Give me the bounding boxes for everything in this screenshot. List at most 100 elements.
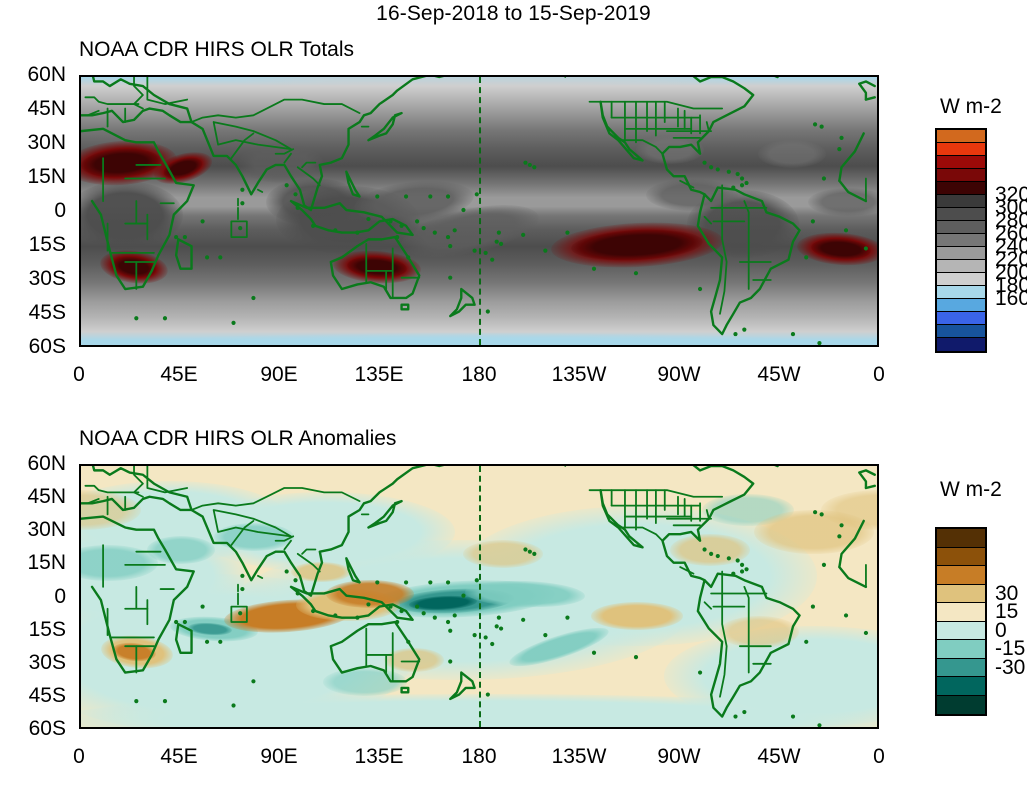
island-marker [523, 547, 528, 552]
y-tick-minor [79, 297, 81, 299]
y-tick [79, 280, 81, 282]
y-tick [877, 465, 879, 467]
x-tick [580, 727, 582, 729]
olr-feature [758, 140, 827, 169]
x-axis-label: 90W [657, 745, 701, 768]
island-marker [293, 192, 298, 197]
island-marker [238, 611, 243, 616]
olr-feature [221, 77, 741, 89]
island-marker [490, 641, 495, 647]
coastline-path [289, 199, 414, 237]
coastline-path [838, 132, 865, 182]
colorbar-anomalies [935, 527, 987, 716]
y-tick-minor [79, 263, 81, 265]
colorbar-tick-label: -30 [995, 655, 1026, 679]
island-marker [715, 167, 720, 172]
map-totals[interactable] [79, 75, 879, 347]
island-marker [231, 703, 236, 708]
map-anomalies[interactable] [79, 464, 879, 729]
coastline-path [230, 220, 248, 238]
island-marker [399, 608, 404, 614]
island-marker [543, 633, 548, 638]
island-marker [790, 714, 796, 719]
island-marker [709, 551, 714, 556]
coastline-path [133, 77, 144, 110]
y-tick-minor [877, 297, 879, 299]
colorbar-swatch [937, 156, 985, 169]
x-axis-label: 45E [160, 745, 198, 768]
island-marker [388, 604, 393, 609]
x-tick [480, 75, 482, 77]
island-marker [804, 639, 809, 644]
island-marker [231, 320, 236, 325]
coastline-path [449, 671, 476, 701]
coastline-path [774, 466, 780, 468]
y-axis-label: 45S [28, 683, 66, 707]
y-tick-minor [877, 229, 879, 231]
island-marker [633, 655, 639, 660]
y-axis-label: 60N [27, 452, 66, 475]
island-marker [863, 246, 868, 251]
island-marker [295, 205, 300, 210]
coastline-path [190, 466, 445, 597]
island-marker [485, 309, 490, 314]
coastline-path [864, 96, 876, 101]
island-marker [134, 699, 139, 704]
colorbar-swatch [937, 195, 985, 208]
coastline-path [274, 148, 295, 155]
y-tick-minor [79, 161, 81, 163]
olr-feature [635, 135, 704, 164]
island-marker [739, 183, 745, 188]
coastline-path [179, 98, 361, 123]
island-marker [432, 230, 437, 235]
coastline-path [329, 620, 421, 683]
colorbar-tick-label: 220 [995, 248, 1027, 271]
island-marker [790, 332, 796, 337]
y-axis-label: 60N [27, 63, 66, 86]
y-axis-label: 0 [54, 199, 66, 222]
island-marker [182, 234, 187, 240]
island-marker [448, 659, 453, 664]
island-marker [821, 562, 827, 567]
island-marker [633, 271, 639, 276]
y-tick-minor [877, 680, 879, 682]
coastline-path [190, 77, 445, 212]
island-marker [204, 255, 210, 260]
y-tick [877, 564, 879, 566]
colorbar-tick-label: -15 [995, 637, 1026, 661]
x-axis-label: 90W [657, 363, 701, 386]
x-tick [380, 345, 382, 347]
colorbar-swatch [937, 312, 985, 325]
coastline-path [696, 186, 801, 336]
coastline-path [449, 287, 476, 318]
y-tick-minor [79, 229, 81, 231]
island-marker [311, 223, 316, 228]
island-marker [739, 569, 745, 574]
island-marker [333, 228, 338, 233]
island-marker [174, 234, 179, 240]
island-marker [543, 248, 548, 253]
x-tick [480, 345, 482, 347]
island-marker [251, 679, 256, 684]
colorbar-swatch [937, 286, 985, 299]
x-axis-label: 135W [551, 363, 607, 386]
coastline-path [864, 484, 876, 490]
x-tick [580, 75, 582, 77]
island-marker [527, 162, 532, 168]
island-marker [817, 723, 822, 727]
x-tick [180, 75, 182, 77]
island-marker [483, 635, 488, 640]
colorbar-tick-label: 15 [995, 600, 1019, 624]
coastline-path [858, 469, 876, 490]
y-tick [79, 664, 81, 666]
coastline-path [599, 100, 644, 162]
x-axis-label: 45W [757, 363, 801, 386]
x-tick [80, 464, 82, 466]
island-marker [521, 232, 526, 237]
colorbar-swatch [937, 260, 985, 273]
x-tick [280, 75, 282, 77]
dateline-totals [479, 77, 481, 345]
y-tick-minor [877, 195, 879, 197]
map-totals-coastlines [81, 77, 876, 345]
coastline-path [858, 80, 876, 101]
